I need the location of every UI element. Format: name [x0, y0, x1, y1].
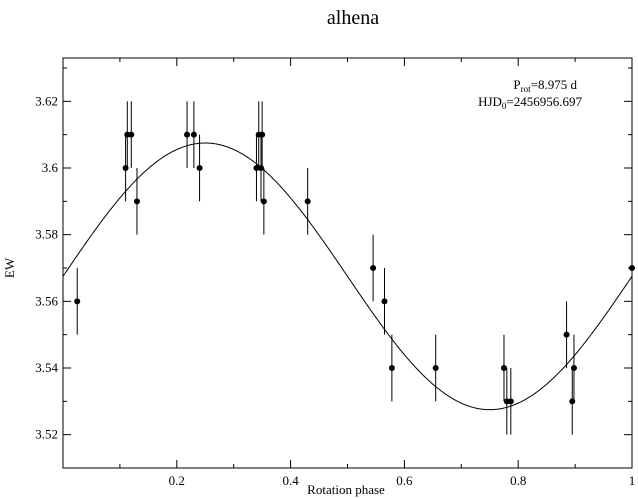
period-annotation: Prot=8.975 d HJD0=2456956.697 — [478, 77, 582, 111]
data-point — [370, 265, 377, 271]
y-tick-label: 3.56 — [35, 293, 58, 308]
y-tick-label: 3.58 — [35, 227, 58, 242]
plot-border — [62, 57, 633, 469]
period-annotation-text: Prot=8.975 d — [513, 77, 577, 94]
y-tick-label: 3.6 — [42, 160, 59, 175]
data-point — [629, 265, 635, 271]
data-point — [190, 131, 197, 138]
x-tick-label: 0.2 — [169, 473, 185, 488]
data-points-layer — [74, 101, 635, 435]
x-tick-label: 1 — [629, 473, 636, 488]
data-point — [260, 198, 267, 205]
x-tick-label: 0.6 — [396, 473, 413, 488]
chart-title: alhena — [327, 7, 379, 29]
data-point — [184, 131, 191, 138]
data-point — [128, 131, 135, 138]
data-point — [259, 131, 266, 138]
data-point — [570, 365, 577, 371]
data-point — [253, 165, 260, 171]
plot-frame — [62, 57, 633, 469]
x-axis: 0.2 0.4 0.6 0.8 1 — [119, 58, 636, 488]
y-tick-label: 3.62 — [35, 93, 58, 108]
x-axis-label: Rotation phase — [307, 482, 385, 497]
data-point — [304, 198, 311, 205]
data-point — [432, 365, 439, 371]
data-point — [507, 398, 514, 405]
x-tick-label: 0.8 — [510, 473, 526, 488]
y-tick-label: 3.54 — [35, 360, 58, 375]
data-point — [74, 298, 81, 305]
model-curve — [62, 142, 633, 411]
y-axis-label: EW — [2, 257, 17, 278]
data-point — [563, 331, 570, 338]
data-point — [388, 365, 395, 371]
model-curve-layer — [62, 142, 633, 411]
data-point — [258, 165, 265, 171]
data-point — [500, 365, 507, 371]
y-axis: 3.52 3.54 3.56 3.58 3.6 3.62 — [35, 67, 632, 469]
x-tick-label: 0.4 — [282, 473, 299, 488]
y-tick-label: 3.52 — [35, 427, 58, 442]
data-point — [381, 298, 388, 305]
data-point — [133, 198, 140, 205]
epoch-annotation-text: HJD0=2456956.697 — [478, 94, 582, 111]
data-point — [196, 165, 203, 171]
